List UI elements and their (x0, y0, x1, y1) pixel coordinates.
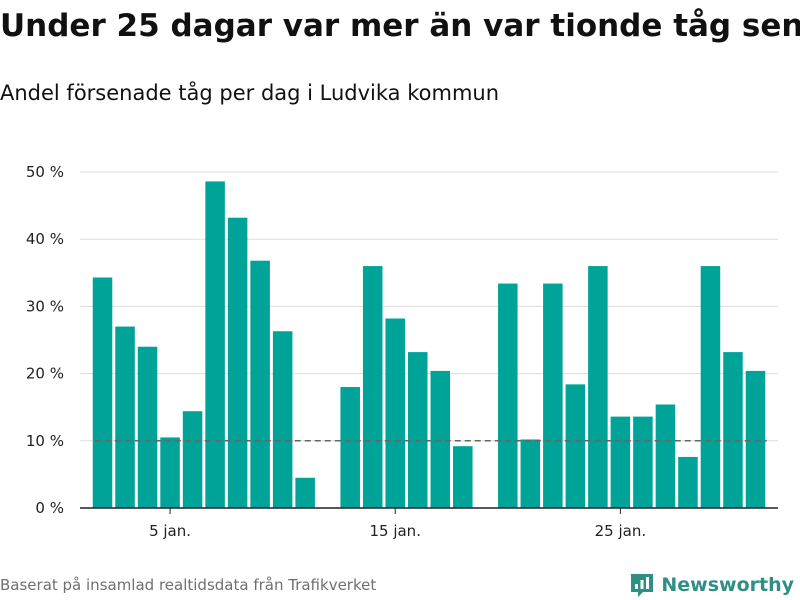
bar (543, 283, 563, 508)
bar (453, 446, 473, 508)
axis-layer: 0 % 10 % 20 % 30 % 40 % 50 % 5 jan. 15 jan. 25 j… (26, 163, 778, 540)
y-tick-label: 50 % (26, 163, 64, 181)
bar (633, 416, 653, 508)
bar (115, 326, 135, 508)
chart-title: Under 25 dagar var mer än var tionde tåg… (0, 8, 800, 44)
bar (430, 370, 451, 508)
brand-name: Newsworthy (661, 574, 794, 596)
bar (340, 387, 360, 508)
chart-subtitle: Andel försenade tåg per dag i Ludvika ko… (0, 81, 500, 105)
x-tick-label: 25 jan. (595, 522, 647, 540)
bar (182, 411, 203, 508)
bar (205, 181, 225, 508)
bar (498, 283, 518, 508)
x-tick-label: 5 jan. (149, 522, 191, 540)
bar (160, 437, 180, 508)
bar (362, 266, 383, 508)
bar (678, 456, 698, 508)
x-tick-label: 15 jan. (369, 522, 421, 540)
bar (520, 439, 541, 508)
y-tick-label: 20 % (26, 365, 64, 383)
brand-logo: Newsworthy (629, 570, 794, 600)
bar (700, 266, 721, 508)
bar (407, 352, 428, 508)
bars-layer (92, 181, 766, 508)
bar (295, 477, 315, 508)
bar (385, 318, 405, 508)
y-tick-label: 30 % (26, 297, 64, 315)
bar (588, 266, 608, 508)
bar (565, 384, 586, 508)
bar (745, 370, 766, 508)
newsworthy-logo-icon (631, 574, 654, 597)
y-tick-label: 10 % (26, 432, 64, 450)
y-tick-label: 40 % (26, 230, 64, 248)
source-note: Baserat på insamlad realtidsdata från Tr… (0, 576, 377, 594)
bar (723, 352, 743, 508)
y-tick-label: 0 % (35, 499, 64, 517)
bar (272, 331, 293, 508)
bar (610, 416, 631, 508)
bar (227, 217, 248, 508)
grid-layer (80, 171, 778, 442)
bar (92, 277, 113, 508)
bar-chart: 0 % 10 % 20 % 30 % 40 % 50 % 5 jan. 15 jan. 25 j… (26, 163, 778, 540)
bar (250, 260, 270, 508)
bar (655, 404, 676, 508)
bar (137, 346, 158, 508)
